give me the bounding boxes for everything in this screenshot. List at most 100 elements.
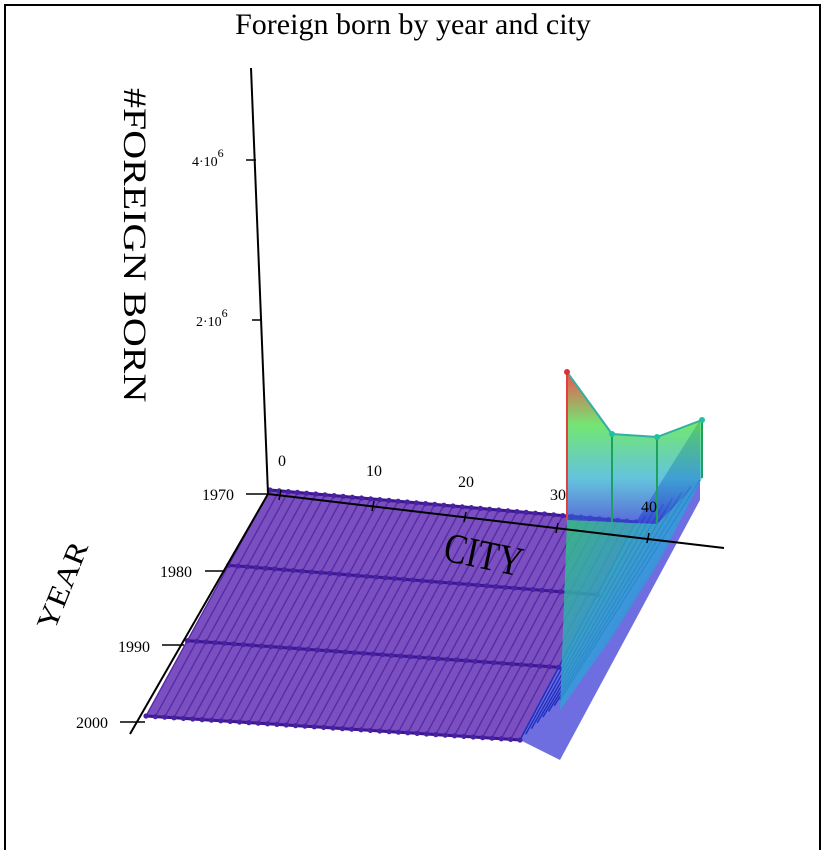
mesh-line-city bbox=[444, 515, 564, 736]
surface-point bbox=[293, 723, 299, 729]
surface-point bbox=[468, 505, 474, 511]
surface-point bbox=[336, 571, 342, 577]
surface-point bbox=[502, 584, 508, 590]
surface-point bbox=[405, 730, 411, 736]
surface-point bbox=[235, 563, 241, 569]
mesh-line-city bbox=[238, 497, 363, 723]
y-tick-label: 1990 bbox=[118, 639, 150, 656]
surface-point bbox=[518, 662, 525, 668]
x-tick-label: 0 bbox=[278, 453, 286, 470]
surface-point bbox=[528, 662, 534, 668]
surface-point bbox=[290, 567, 296, 574]
surface-point bbox=[355, 573, 361, 579]
surface-point bbox=[304, 490, 310, 496]
surface-point bbox=[255, 720, 261, 726]
surface-point bbox=[152, 714, 158, 720]
surface-point bbox=[413, 500, 419, 506]
mesh-line-city bbox=[388, 510, 509, 732]
surface-point bbox=[327, 570, 333, 577]
surface-point bbox=[236, 719, 243, 725]
mesh-line-city bbox=[210, 495, 335, 721]
surface-point bbox=[505, 508, 511, 514]
mesh-line-city bbox=[173, 492, 299, 719]
surface-point bbox=[487, 506, 493, 512]
surface-point bbox=[268, 644, 274, 650]
mesh-line-city bbox=[304, 503, 427, 727]
surface-point bbox=[480, 735, 486, 741]
surface-point bbox=[368, 496, 374, 502]
z-axis-title: #FOREIGN BORN bbox=[117, 88, 154, 402]
surface-point bbox=[143, 713, 149, 719]
surface-point bbox=[491, 660, 497, 666]
surface-point bbox=[521, 586, 527, 592]
surface-point bbox=[386, 497, 392, 503]
surface-point bbox=[428, 578, 435, 585]
surface-point bbox=[551, 512, 557, 518]
surface-point bbox=[231, 641, 237, 647]
mesh-line-city bbox=[220, 496, 344, 722]
surface-point bbox=[433, 732, 439, 738]
surface-point bbox=[339, 726, 345, 732]
surface-point bbox=[541, 511, 548, 517]
surface-point bbox=[330, 725, 336, 731]
surface-point bbox=[463, 658, 469, 664]
surface-point bbox=[500, 660, 506, 666]
surface-point bbox=[484, 583, 490, 589]
chart-title: Foreign born by year and city bbox=[235, 8, 591, 41]
surface-point bbox=[285, 489, 291, 495]
surface-point bbox=[419, 578, 425, 584]
mesh-line-city bbox=[453, 516, 573, 737]
y-tick-label: 1970 bbox=[202, 487, 234, 504]
surface-point bbox=[311, 724, 317, 730]
mesh-line-city bbox=[332, 505, 454, 729]
surface-point bbox=[509, 661, 515, 667]
surface-point bbox=[162, 714, 168, 720]
surface-point bbox=[560, 513, 566, 519]
surface-point bbox=[404, 499, 410, 505]
surface-point bbox=[493, 584, 499, 590]
mesh-line-city bbox=[164, 491, 289, 718]
surface-point bbox=[351, 650, 358, 656]
surface-point bbox=[246, 720, 252, 726]
x-tick-label: 10 bbox=[366, 463, 382, 480]
mesh-line-city bbox=[323, 504, 445, 728]
surface-point bbox=[358, 727, 364, 733]
mesh-line-city bbox=[425, 513, 546, 735]
surface-point bbox=[249, 642, 255, 648]
surface-point bbox=[447, 580, 453, 586]
surface-point bbox=[548, 588, 554, 594]
surface-point bbox=[498, 736, 504, 742]
surface-point bbox=[537, 663, 543, 669]
surface-point bbox=[272, 566, 278, 572]
surface-point bbox=[349, 494, 355, 500]
x-tick-label: 30 bbox=[550, 487, 566, 504]
mesh-line-city bbox=[397, 511, 518, 733]
mesh-line-city bbox=[313, 504, 436, 728]
surface-point bbox=[395, 729, 402, 735]
surface-point bbox=[358, 495, 365, 501]
surface-point bbox=[342, 649, 348, 655]
mesh-line-city bbox=[182, 492, 308, 719]
surface-point bbox=[333, 648, 339, 654]
surface-point bbox=[451, 733, 458, 739]
peak-wall-front bbox=[560, 478, 702, 710]
surface-point bbox=[194, 638, 200, 644]
mesh-line-city bbox=[294, 502, 418, 726]
surface-point bbox=[171, 715, 177, 721]
mesh-line-city bbox=[360, 508, 482, 731]
surface-point bbox=[313, 491, 319, 497]
surface-point bbox=[416, 654, 423, 660]
mesh-line-city bbox=[266, 500, 390, 725]
surface-point bbox=[539, 587, 545, 593]
surface-point bbox=[379, 652, 385, 658]
surface-point bbox=[218, 718, 224, 724]
x-tick-mark bbox=[278, 489, 282, 501]
surface-point bbox=[442, 732, 448, 738]
x-tick-mark bbox=[555, 522, 559, 534]
x-tick-mark bbox=[646, 532, 650, 544]
x-tick-label: 40 bbox=[641, 499, 657, 516]
peak-point bbox=[699, 417, 705, 423]
z-axis-line bbox=[250, 67, 269, 495]
mesh-line-city bbox=[201, 494, 326, 720]
